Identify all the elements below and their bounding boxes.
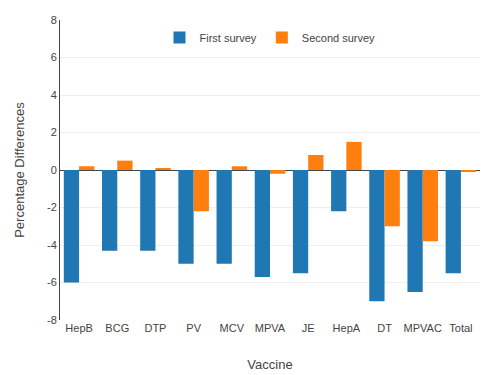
svg-text:DT: DT: [377, 322, 392, 334]
svg-text:PV: PV: [186, 322, 201, 334]
svg-text:Second survey: Second survey: [302, 32, 375, 44]
svg-text:MPVA: MPVA: [255, 322, 286, 334]
svg-text:4: 4: [51, 89, 57, 101]
svg-text:HepA: HepA: [333, 322, 361, 334]
svg-text:HepB: HepB: [65, 322, 93, 334]
svg-text:JE: JE: [302, 322, 315, 334]
svg-text:-2: -2: [47, 201, 57, 213]
svg-text:Vaccine: Vaccine: [247, 357, 292, 372]
svg-text:-8: -8: [47, 314, 57, 326]
svg-text:MCV: MCV: [220, 322, 245, 334]
svg-text:First survey: First survey: [200, 32, 257, 44]
svg-text:2: 2: [51, 126, 57, 138]
svg-text:-6: -6: [47, 276, 57, 288]
svg-text:6: 6: [51, 51, 57, 63]
svg-text:DTP: DTP: [144, 322, 166, 334]
svg-text:Total: Total: [449, 322, 472, 334]
svg-text:0: 0: [51, 164, 57, 176]
svg-text:MPVAC: MPVAC: [404, 322, 442, 334]
svg-text:8: 8: [51, 14, 57, 26]
svg-text:-4: -4: [47, 239, 57, 251]
svg-text:BCG: BCG: [105, 322, 129, 334]
svg-text:Percentage Differences: Percentage Differences: [12, 102, 27, 238]
